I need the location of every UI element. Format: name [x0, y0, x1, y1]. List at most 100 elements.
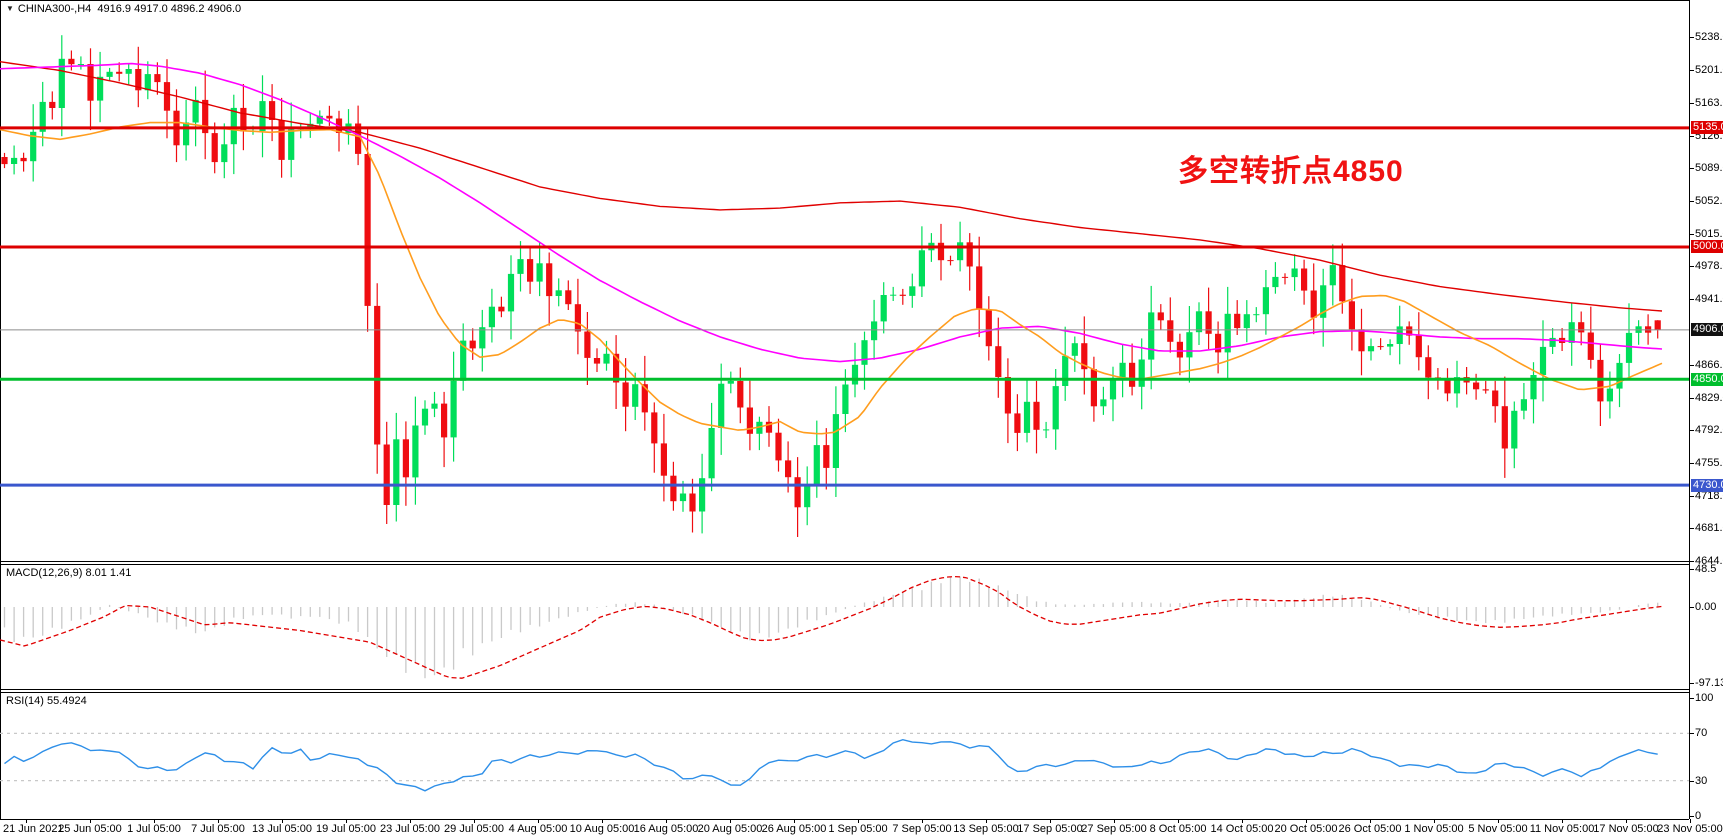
price-axis-label: 4755.0: [1695, 457, 1723, 469]
time-axis-label: 11 Nov 05:00: [1529, 823, 1595, 835]
price-axis-label: 5238.0: [1695, 31, 1723, 43]
chart-header: ▼ CHINA300-,H4 4916.9 4917.0 4896.2 4906.…: [6, 3, 241, 15]
time-axis-tick: [538, 819, 539, 823]
axis-tick: [1690, 816, 1694, 817]
price-line-badge-4730.0: 4730.0: [1691, 479, 1723, 492]
axis-tick: [1690, 561, 1694, 562]
top-border: [0, 0, 1689, 1]
time-axis-tick: [1114, 819, 1115, 823]
axis-tick: [1690, 37, 1694, 38]
current-price-badge: 4906.0: [1691, 323, 1723, 336]
time-axis-label: 5 Nov 05:00: [1468, 823, 1528, 835]
price-axis-label: 4978.0: [1695, 260, 1723, 272]
time-axis-label: 13 Sep 05:00: [953, 823, 1019, 835]
price-axis-label: 4941.0: [1695, 293, 1723, 305]
time-axis[interactable]: 21 Jun 2021 25 Jun 05:00 1 Jul 05:00 7 Jul …: [0, 819, 1723, 839]
time-axis-label: 1 Nov 05:00: [1404, 823, 1464, 835]
rsi-axis-label: 30: [1695, 775, 1708, 787]
ohlc-readout: 4916.9 4917.0 4896.2 4906.0: [97, 3, 242, 15]
time-axis-label: 7 Sep 05:00: [892, 823, 952, 835]
price-axis[interactable]: 5238.05201.05163.05126.05089.05052.05015…: [1689, 0, 1723, 822]
time-axis-tick: [282, 819, 283, 823]
price-axis-label: 5015.0: [1695, 228, 1723, 240]
macd-axis-label: 48.5: [1695, 563, 1717, 575]
symbol-timeframe-label: CHINA300-,H4: [17, 3, 92, 15]
axis-tick: [1690, 70, 1694, 71]
price-line-badge-5000.0: 5000.0: [1691, 240, 1723, 253]
time-axis-tick: [90, 819, 91, 823]
macd-axis-label: 0.00: [1695, 601, 1717, 613]
axis-tick: [1690, 698, 1694, 699]
time-axis-tick: [1370, 819, 1371, 823]
time-axis-tick: [1434, 819, 1435, 823]
time-axis-label: 26 Oct 05:00: [1338, 823, 1402, 835]
rsi-canvas[interactable]: [0, 693, 1689, 819]
time-axis-tick: [1306, 819, 1307, 823]
time-axis-tick: [346, 819, 347, 823]
price-axis-label: 5201.0: [1695, 64, 1723, 76]
time-axis-tick: [922, 819, 923, 823]
time-axis-label: 20 Aug 05:00: [697, 823, 763, 835]
time-axis-label: 4 Aug 05:00: [508, 823, 568, 835]
time-axis-label: 29 Jul 05:00: [444, 823, 504, 835]
rsi-axis-label: 100: [1695, 692, 1714, 704]
time-axis-tick: [794, 819, 795, 823]
time-axis-label: 17 Sep 05:00: [1017, 823, 1083, 835]
time-axis-label: 21 Jun 2021: [3, 823, 64, 835]
time-axis-label: 23 Jul 05:00: [380, 823, 440, 835]
axis-tick: [1690, 168, 1694, 169]
time-axis-label: 19 Jul 05:00: [316, 823, 376, 835]
time-axis-label: 8 Oct 05:00: [1149, 823, 1207, 835]
bull-bear-turning-point-annotation: 多空转折点4850: [1178, 155, 1404, 188]
time-axis-label: 7 Jul 05:00: [191, 823, 245, 835]
time-axis-tick: [410, 819, 411, 823]
time-axis-tick: [1498, 819, 1499, 823]
time-axis-tick: [1050, 819, 1051, 823]
time-axis-label: 1 Jul 05:00: [127, 823, 181, 835]
time-axis-label: 25 Jun 05:00: [58, 823, 122, 835]
axis-tick: [1690, 201, 1694, 202]
main-macd-separator-a: [0, 561, 1689, 562]
time-axis-label: 13 Jul 05:00: [252, 823, 312, 835]
time-axis-label: 1 Sep 05:00: [828, 823, 888, 835]
price-axis-label: 4644.0: [1695, 555, 1723, 567]
price-axis-label: 5163.0: [1695, 97, 1723, 109]
time-axis-label: 20 Oct 05:00: [1274, 823, 1338, 835]
time-axis-label: 27 Sep 05:00: [1081, 823, 1147, 835]
symbol-dropdown-icon[interactable]: ▼: [6, 4, 14, 13]
time-axis-tick: [602, 819, 603, 823]
time-axis-label: 14 Oct 05:00: [1210, 823, 1274, 835]
price-axis-label: 4829.0: [1695, 392, 1723, 404]
time-axis-tick: [986, 819, 987, 823]
time-axis-tick: [1626, 819, 1627, 823]
time-axis-tick: [1690, 819, 1691, 823]
time-axis-tick: [730, 819, 731, 823]
main-chart-canvas[interactable]: [0, 0, 1689, 561]
macd-canvas[interactable]: [0, 565, 1689, 689]
price-line-badge-5135.0: 5135.0: [1691, 121, 1723, 134]
axis-tick: [1690, 103, 1694, 104]
rsi-axis-label: 0: [1695, 810, 1702, 822]
time-axis-tick: [1242, 819, 1243, 823]
axis-tick: [1690, 496, 1694, 497]
time-axis-tick: [218, 819, 219, 823]
time-axis-tick: [154, 819, 155, 823]
time-axis-label: 17 Nov 05:00: [1593, 823, 1659, 835]
time-axis-label: 10 Aug 05:00: [569, 823, 635, 835]
bottom-border: [0, 819, 1689, 820]
macd-rsi-separator-b: [0, 692, 1689, 693]
axis-tick: [1690, 607, 1694, 608]
rsi-axis-label: 70: [1695, 727, 1708, 739]
rsi-indicator-label: RSI(14) 55.4924: [6, 695, 87, 707]
macd-indicator-label: MACD(12,26,9) 8.01 1.41: [6, 567, 132, 579]
price-line-badge-4850.0: 4850.0: [1691, 373, 1723, 386]
axis-tick: [1690, 266, 1694, 267]
axis-tick: [1690, 683, 1694, 684]
time-axis-label: 23 Nov 05:00: [1657, 823, 1723, 835]
axis-tick: [1690, 398, 1694, 399]
axis-tick: [1690, 136, 1694, 137]
left-border: [0, 0, 1, 819]
axis-tick: [1690, 528, 1694, 529]
price-axis-label: 4681.0: [1695, 522, 1723, 534]
